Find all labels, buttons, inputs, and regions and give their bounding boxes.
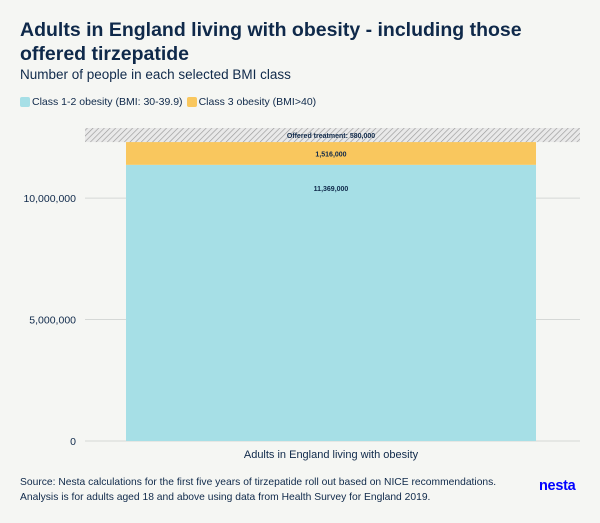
offered-treatment-label: Offered treatment: 580,000 xyxy=(287,133,375,140)
source-line-2: Analysis is for adults aged 18 and above… xyxy=(20,492,431,503)
legend-item-class-1-2: Class 1-2 obesity (BMI: 30-39.9) xyxy=(20,96,183,108)
bar-label-class-1-2: 11,369,000 xyxy=(314,186,349,193)
legend-label-class-1-2: Class 1-2 obesity (BMI: 30-39.9) xyxy=(32,96,183,108)
x-category-label: Adults in England living with obesity xyxy=(244,449,419,461)
chart-subtitle: Number of people in each selected BMI cl… xyxy=(20,67,291,82)
legend-swatch-class-1-2 xyxy=(20,97,30,107)
legend-label-class-3: Class 3 obesity (BMI>40) xyxy=(198,96,317,108)
chart-title: Adults in England living with obesity - … xyxy=(20,19,522,65)
legend-swatch-class-3 xyxy=(186,97,197,107)
offered-treatment-hatch-band xyxy=(85,128,580,143)
nesta-logo: nesta xyxy=(539,478,576,494)
y-tick-label: 0 xyxy=(70,436,76,448)
y-tick-label: 10,000,000 xyxy=(23,193,76,205)
source-note: Source: Nesta calculations for the first… xyxy=(20,475,540,505)
bar-label-class-3: 1,516,000 xyxy=(315,151,346,158)
legend: Class 1-2 obesity (BMI: 30-39.9) Class 3… xyxy=(20,96,320,108)
source-line-1: Source: Nesta calculations for the first… xyxy=(20,477,497,488)
y-tick-label: 5,000,000 xyxy=(29,315,76,327)
legend-item-class-3: Class 3 obesity (BMI>40) xyxy=(186,96,317,108)
bar-segment-1 xyxy=(126,164,536,441)
